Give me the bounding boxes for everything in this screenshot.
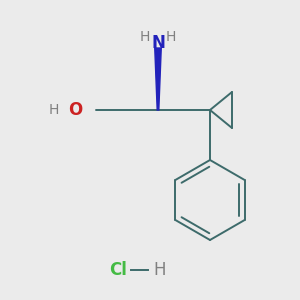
Text: N: N xyxy=(151,34,165,52)
Text: O: O xyxy=(68,101,82,119)
Text: H: H xyxy=(166,30,176,44)
Polygon shape xyxy=(155,48,161,110)
Text: Cl: Cl xyxy=(109,261,127,279)
Text: H: H xyxy=(154,261,166,279)
Text: H: H xyxy=(140,30,150,44)
Text: H: H xyxy=(49,103,59,117)
